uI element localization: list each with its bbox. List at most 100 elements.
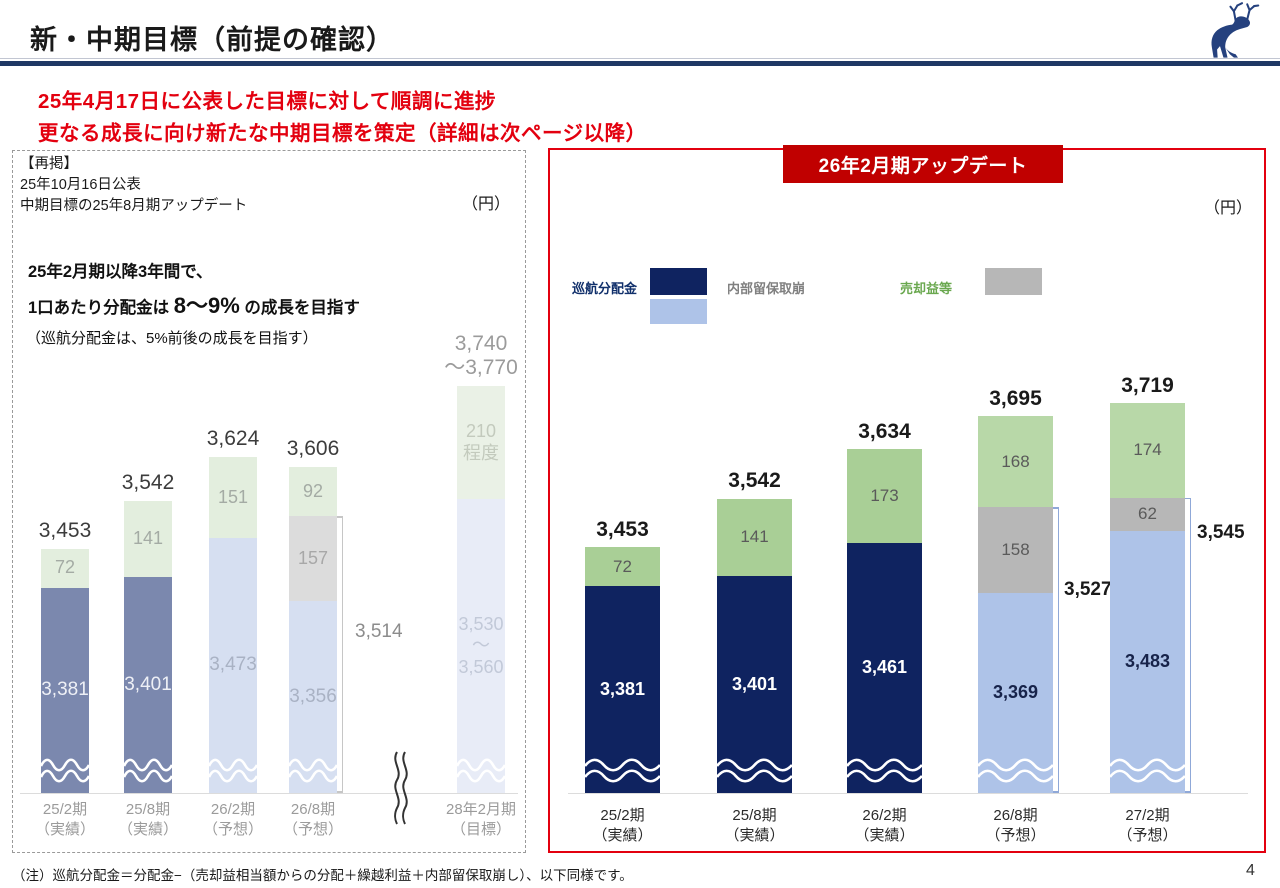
segment-value-label: 3,356 [289,685,337,707]
segment-value-label: 173 [870,486,899,506]
bar-total-label: 3,624 [206,426,260,450]
bracket-value-label: 3,545 [1194,521,1248,545]
bar-segment: 141 [124,500,172,577]
segment-value-label: 3,381 [41,678,89,700]
bar-segment: 3,401 [717,575,792,793]
axis-break-wave-icon [124,757,172,783]
bar-segment: 158 [978,507,1053,593]
bracket-tick [337,516,343,518]
update-badge: 26年2月期アップデート [783,145,1063,183]
bar-segment: 3,530 〜 3,560 [457,499,505,793]
legend-label: 巡航分配金 [572,281,638,296]
bracket-tick [1185,497,1191,500]
bracket-annotation [1053,507,1065,793]
category-label: 28年2月期 （目標） [445,801,517,839]
bar-segment: 174 [1110,403,1185,498]
bracket-annotation [337,516,349,793]
chart-bar: 72 3,381 [41,548,89,793]
segment-value-label: 3,401 [731,673,778,694]
bar-segment: 157 [289,516,337,602]
bar-segment: 3,381 [585,586,660,793]
bar-segment: 3,461 [847,543,922,793]
bar-total-label: 3,740 〜3,770 [444,331,518,380]
bar-total-label: 3,453 [38,519,92,543]
bar-segment: 3,401 [124,576,172,793]
axis-break-icon [388,750,412,826]
axis-break-wave-icon [289,757,337,783]
segment-value-label: 3,401 [124,673,172,695]
legend-label: 内部留保取崩 [727,281,806,296]
bar-segment: 141 [717,499,792,576]
category-label: 27/2期 （予想） [1117,807,1178,845]
restated-note: 【再掲】 25年10月16日公表 中期目標の25年8月期アップデート [20,156,248,215]
statement-line-2-pre: 1口あたり分配金は [28,299,174,317]
chart-bar: 141 3,401 [717,499,792,793]
bar-total-label: 3,453 [596,517,649,541]
bracket-tick [337,791,343,793]
segment-value-label: 168 [1001,451,1030,471]
bar-total-label: 3,542 [121,471,175,495]
category-label: 25/8期 （実績） [117,801,178,839]
footnote: （注）巡航分配金＝分配金−（売却益相当額からの分配＋繰越利益＋内部留保取崩し）、… [12,868,633,883]
bar-total-label: 3,695 [989,386,1042,410]
axis-break-wave-icon [847,757,922,783]
statement-growth-range: 8〜9% [173,293,240,318]
chart-bar: 72 3,381 [585,547,660,793]
chart-bar: 174 62 3,483 [1110,403,1185,793]
segment-value-label: 72 [613,556,632,576]
segment-value-label: 92 [302,480,324,501]
legend-label: 売却益等 [900,281,953,296]
segment-value-label: 151 [217,486,249,507]
axis-break-wave-icon [41,757,89,783]
category-label: 26/2期 （予想） [202,801,263,839]
bar-total-label: 3,634 [858,419,911,443]
left-chart-unit: （円） [462,196,511,213]
bar-total-label: 3,542 [728,469,781,493]
bar-segment: 92 [289,466,337,517]
category-label: 26/8期 （予想） [985,807,1046,845]
header-divider-thin [0,58,1280,59]
statement-line-1: 25年2月期以降3年間で、 [28,263,213,281]
chart-bar: 92 157 3,356 [289,466,337,793]
left-chart-axis [20,793,518,794]
category-label: 26/2期 （実績） [854,807,915,845]
bar-segment: 3,381 [41,587,89,793]
page-number: 4 [1246,862,1255,879]
segment-value-label: 3,473 [209,654,257,676]
legend-swatch [650,268,707,295]
headline-line-1: 25年4月17日に公表した目標に対して順調に進捗 [38,90,496,113]
bar-segment: 168 [978,416,1053,508]
deer-logo-icon [1200,2,1262,60]
axis-break-wave-icon [457,757,505,783]
page-title: 新・中期目標（前提の確認） [30,25,394,55]
statement-line-2: 1口あたり分配金は 8〜9% の成長を目指す [28,288,360,320]
statement-line-2-post: の成長を目指す [239,299,360,317]
bracket-tick [1185,791,1191,793]
bracket-tick [1053,791,1059,793]
bar-segment: 62 [1110,497,1185,532]
chart-bar: 173 3,461 [847,449,922,793]
chart-bar: 168 158 3,369 [978,416,1053,793]
segment-value-label: 3,530 〜 3,560 [458,613,504,677]
bar-segment: 72 [41,548,89,588]
bar-total-label: 3,719 [1121,373,1174,397]
bar-segment: 173 [847,449,922,544]
bar-segment: 210 程度 [457,386,505,500]
headline-line-2: 更なる成長に向け新たな中期目標を策定（詳細は次ページ以降） [38,122,647,145]
legend-swatch [985,268,1042,295]
category-label: 25/8期 （実績） [724,807,785,845]
chart-bar: 151 3,473 [209,456,257,793]
category-label: 26/8期 （予想） [282,801,343,839]
segment-value-label: 174 [1133,440,1162,460]
bracket-value-label: 3,514 [352,620,406,644]
bar-segment: 151 [209,456,257,539]
segment-value-label: 141 [740,527,769,547]
axis-break-wave-icon [585,757,660,783]
bar-total-label: 3,606 [286,437,340,461]
segment-value-label: 3,461 [861,657,908,678]
statement-line-3: （巡航分配金は、5%前後の成長を目指す） [26,330,318,347]
axis-break-wave-icon [209,757,257,783]
segment-value-label: 3,381 [599,678,646,699]
bracket-tick [1053,507,1059,509]
